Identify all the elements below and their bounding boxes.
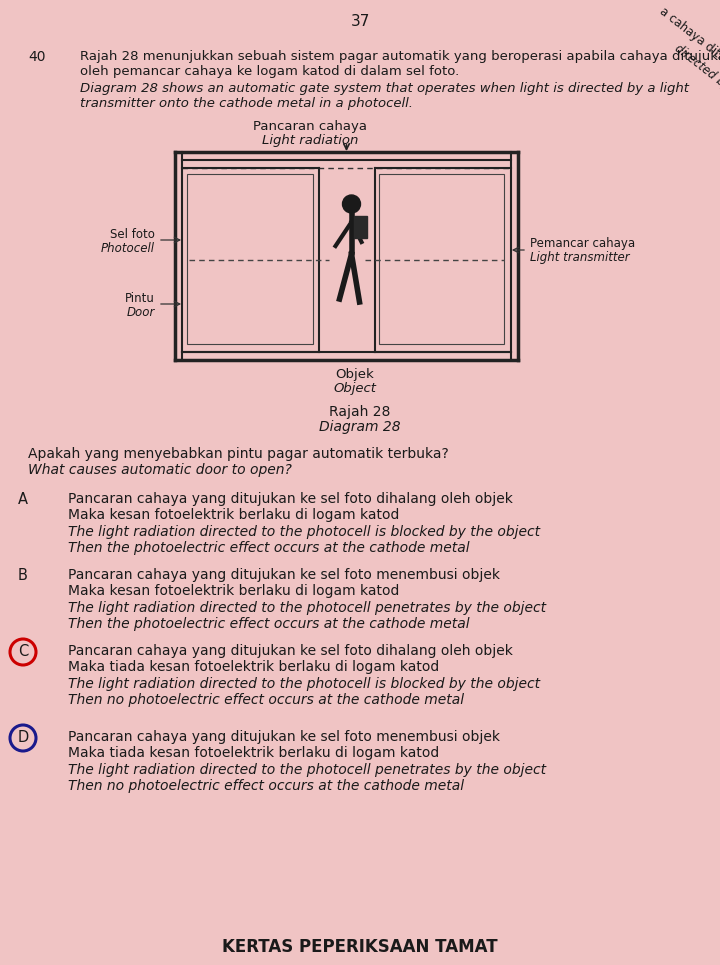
Text: Pemancar cahaya: Pemancar cahaya (530, 236, 635, 250)
Text: Rajah 28: Rajah 28 (329, 405, 391, 419)
Bar (187, 174, 312, 344)
Text: Objek: Objek (335, 368, 374, 381)
Text: KERTAS PEPERIKSAAN TAMAT: KERTAS PEPERIKSAAN TAMAT (222, 938, 498, 956)
Text: The light radiation directed to the photocell is blocked by the object: The light radiation directed to the phot… (68, 677, 540, 691)
Text: The light radiation directed to the photocell penetrates by the object: The light radiation directed to the phot… (68, 601, 546, 615)
Text: Pancaran cahaya yang ditujukan ke sel foto dihalang oleh objek: Pancaran cahaya yang ditujukan ke sel fo… (68, 644, 513, 658)
Text: B: B (18, 568, 28, 583)
Text: Door: Door (127, 306, 155, 318)
Text: Then the photoelectric effect occurs at the cathode metal: Then the photoelectric effect occurs at … (68, 541, 469, 555)
Text: The light radiation directed to the photocell penetrates by the object: The light radiation directed to the phot… (68, 763, 546, 777)
Text: Photocell: Photocell (101, 241, 155, 255)
Text: Rajah 28 menunjukkan sebuah sistem pagar automatik yang beroperasi apabila cahay: Rajah 28 menunjukkan sebuah sistem pagar… (80, 50, 720, 63)
Circle shape (343, 195, 361, 213)
Text: Diagram 28 shows an automatic gate system that operates when light is directed b: Diagram 28 shows an automatic gate syste… (80, 82, 689, 95)
Text: D: D (17, 730, 29, 745)
Text: The light radiation directed to the photocell is blocked by the object: The light radiation directed to the phot… (68, 525, 540, 539)
Text: Then no photoelectric effect occurs at the cathode metal: Then no photoelectric effect occurs at t… (68, 779, 464, 793)
Text: Maka tiada kesan fotoelektrik berlaku di logam katod: Maka tiada kesan fotoelektrik berlaku di… (68, 746, 439, 760)
Text: transmitter onto the cathode metal in a photocell.: transmitter onto the cathode metal in a … (80, 97, 413, 110)
Text: Pancaran cahaya: Pancaran cahaya (253, 120, 367, 133)
Text: directed by a light: directed by a light (672, 42, 720, 119)
Bar (354, 216, 366, 238)
Text: a cahaya ditujukan: a cahaya ditujukan (657, 5, 720, 85)
Text: oleh pemancar cahaya ke logam katod di dalam sel foto.: oleh pemancar cahaya ke logam katod di d… (80, 65, 459, 78)
Text: C: C (18, 644, 28, 659)
Text: Light radiation: Light radiation (262, 134, 358, 147)
Text: Apakah yang menyebabkan pintu pagar automatik terbuka?: Apakah yang menyebabkan pintu pagar auto… (28, 447, 449, 461)
Text: Maka kesan fotoelektrik berlaku di logam katod: Maka kesan fotoelektrik berlaku di logam… (68, 584, 400, 598)
Text: Sel foto: Sel foto (110, 228, 155, 240)
Text: 40: 40 (28, 50, 45, 64)
Text: Then no photoelectric effect occurs at the cathode metal: Then no photoelectric effect occurs at t… (68, 693, 464, 707)
Text: What causes automatic door to open?: What causes automatic door to open? (28, 463, 292, 477)
Text: 37: 37 (351, 14, 369, 29)
Text: Diagram 28: Diagram 28 (319, 420, 401, 434)
Text: Light transmitter: Light transmitter (530, 251, 629, 263)
Text: Then the photoelectric effect occurs at the cathode metal: Then the photoelectric effect occurs at … (68, 617, 469, 631)
Text: Pancaran cahaya yang ditujukan ke sel foto menembusi objek: Pancaran cahaya yang ditujukan ke sel fo… (68, 568, 500, 582)
Bar (379, 174, 504, 344)
Text: Object: Object (333, 382, 376, 395)
Text: Pancaran cahaya yang ditujukan ke sel foto dihalang oleh objek: Pancaran cahaya yang ditujukan ke sel fo… (68, 492, 513, 506)
Text: Maka kesan fotoelektrik berlaku di logam katod: Maka kesan fotoelektrik berlaku di logam… (68, 508, 400, 522)
Text: Pancaran cahaya yang ditujukan ke sel foto menembusi objek: Pancaran cahaya yang ditujukan ke sel fo… (68, 730, 500, 744)
Text: Pintu: Pintu (125, 291, 155, 305)
Text: Maka tiada kesan fotoelektrik berlaku di logam katod: Maka tiada kesan fotoelektrik berlaku di… (68, 660, 439, 674)
Text: A: A (18, 492, 28, 507)
